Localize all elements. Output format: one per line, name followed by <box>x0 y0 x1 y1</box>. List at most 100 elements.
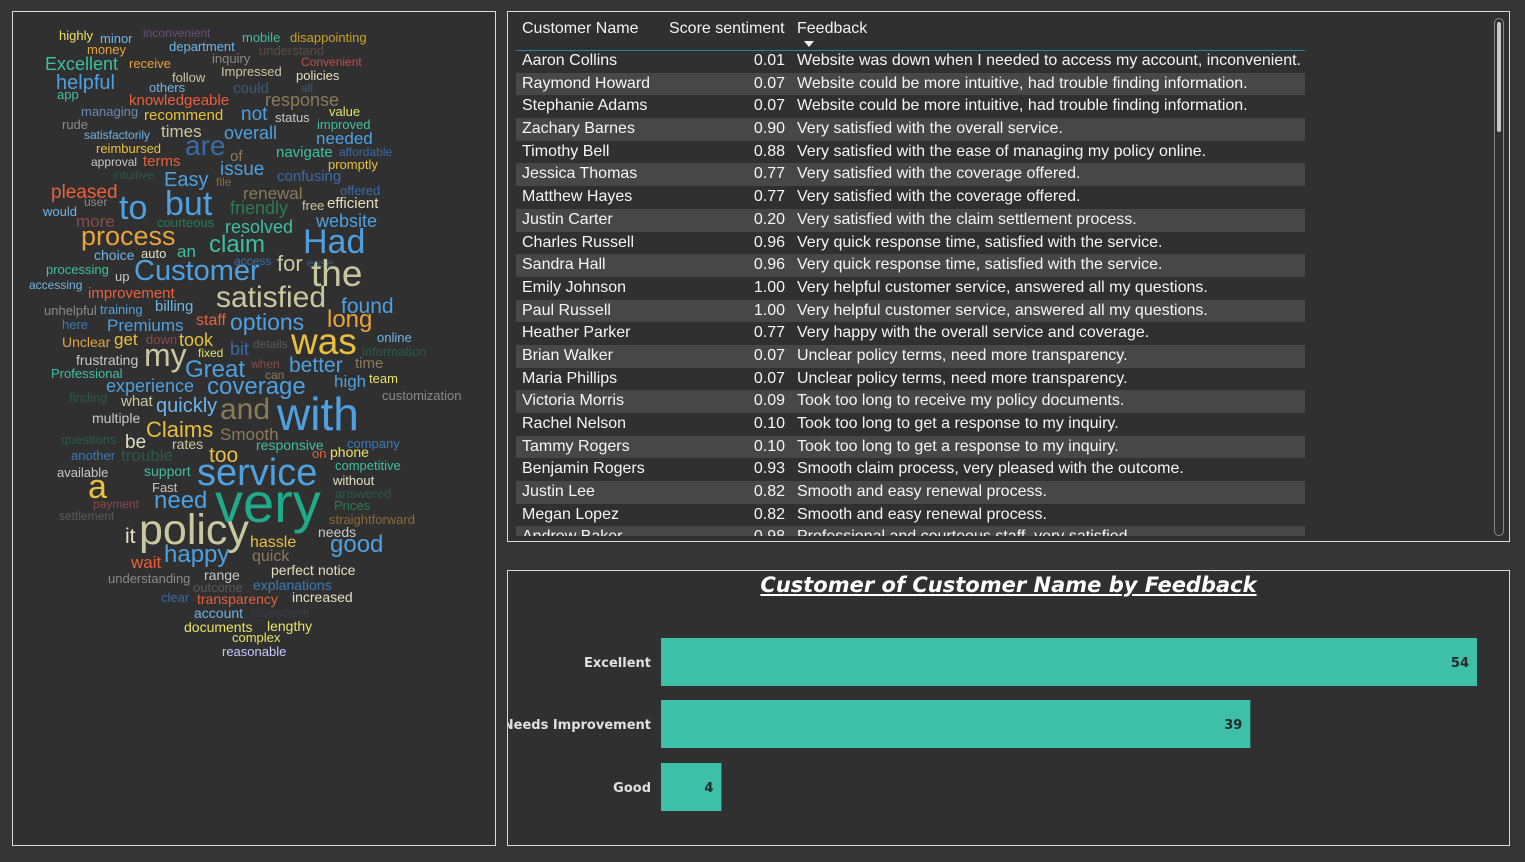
word-cloud-word[interactable]: but <box>165 185 213 223</box>
word-cloud-word[interactable]: auto <box>141 246 167 261</box>
word-cloud-word[interactable]: down <box>146 332 178 347</box>
word-cloud-word[interactable]: rates <box>172 436 204 452</box>
word-cloud-word[interactable]: knowledgeable <box>129 92 230 109</box>
word-cloud-word[interactable]: confusing <box>277 168 342 185</box>
word-cloud-word[interactable]: phone <box>330 444 369 460</box>
word-cloud-word[interactable]: finding <box>69 390 108 405</box>
word-cloud-word[interactable]: friendly <box>230 198 289 218</box>
table-row[interactable]: Sandra Hall 0.96 Very quick response time,… <box>516 254 1305 277</box>
word-cloud-word[interactable]: reasonable <box>222 644 287 659</box>
table-row[interactable]: Tammy Rogers 0.10 Took too long to get a r… <box>516 435 1305 459</box>
word-cloud-word[interactable]: accessing <box>29 278 83 292</box>
word-cloud-word[interactable]: Unclear <box>62 334 111 350</box>
word-cloud-word[interactable]: Claims <box>146 417 214 442</box>
word-cloud-word[interactable]: for <box>277 251 303 276</box>
word-cloud-word[interactable]: better <box>289 354 343 377</box>
word-cloud-word[interactable]: online <box>377 330 412 345</box>
word-cloud-word[interactable]: Had <box>303 223 366 261</box>
word-cloud-word[interactable]: payment <box>93 497 140 511</box>
word-cloud-word[interactable]: team <box>369 371 398 386</box>
word-cloud-word[interactable]: Professional <box>51 366 123 381</box>
word-cloud-word[interactable]: billing <box>155 298 194 315</box>
word-cloud-word[interactable]: courteous <box>157 215 215 230</box>
word-cloud-word[interactable]: unhelpful <box>44 303 97 318</box>
bar[interactable] <box>661 763 722 811</box>
word-cloud-word[interactable]: company <box>347 436 400 451</box>
word-cloud-word[interactable]: was <box>291 321 357 362</box>
word-cloud-word[interactable]: promptly <box>328 157 378 172</box>
table-row[interactable]: Andrew Baker 0.98 Professional and courteo… <box>516 526 1305 536</box>
word-cloud-word[interactable]: up <box>115 269 130 284</box>
word-cloud-word[interactable]: improvement <box>88 285 175 302</box>
word-cloud-word[interactable]: can <box>265 368 285 382</box>
word-cloud-word[interactable]: Prices <box>334 498 371 513</box>
word-cloud-word[interactable]: ease <box>307 256 334 270</box>
word-cloud-word[interactable]: details <box>253 337 288 351</box>
word-cloud-word[interactable]: very <box>215 471 321 534</box>
word-cloud-word[interactable]: my <box>144 337 187 373</box>
word-cloud-word[interactable]: need <box>154 487 208 514</box>
word-cloud-word[interactable]: documents <box>184 619 253 635</box>
word-cloud-word[interactable]: fixed <box>198 346 224 360</box>
word-cloud-word[interactable]: needed <box>316 129 373 148</box>
word-cloud-word[interactable]: customization <box>382 388 462 403</box>
word-cloud-word[interactable]: policies <box>296 68 340 83</box>
word-cloud-word[interactable]: follow <box>172 70 206 85</box>
table-row[interactable]: Victoria Morris 0.09 Took too long to rece… <box>516 390 1305 413</box>
word-cloud-word[interactable]: training <box>100 302 143 317</box>
word-cloud-word[interactable]: quickly <box>156 395 218 417</box>
word-cloud-word[interactable]: helpful <box>56 72 115 94</box>
word-cloud-word[interactable]: too <box>209 444 239 467</box>
word-cloud-word[interactable]: Premiums <box>107 316 184 335</box>
word-cloud-word[interactable]: department <box>169 39 235 54</box>
word-cloud-word[interactable]: notice <box>318 562 356 578</box>
word-cloud-word[interactable]: understanding <box>108 571 191 586</box>
word-cloud-word[interactable]: managing <box>81 104 139 119</box>
bar[interactable] <box>661 638 1477 686</box>
word-cloud-word[interactable]: Easy <box>164 169 209 191</box>
word-cloud-word[interactable]: money <box>87 42 127 57</box>
word-cloud-word[interactable]: available <box>57 465 109 480</box>
word-cloud-word[interactable]: value <box>329 104 361 119</box>
word-cloud-word[interactable]: another <box>71 448 116 463</box>
word-cloud-word[interactable]: Smooth <box>220 425 279 444</box>
word-cloud-word[interactable]: took <box>179 330 214 350</box>
word-cloud-word[interactable]: times <box>161 122 202 141</box>
word-cloud-word[interactable]: Great <box>185 356 246 383</box>
table-row[interactable]: Benjamin Rogers 0.93 Smooth claim process,… <box>516 458 1305 481</box>
word-cloud-word[interactable]: complex <box>232 630 281 645</box>
word-cloud-word[interactable]: receive <box>129 56 171 71</box>
table-row[interactable]: Justin Carter 0.20 Very satisfied with the… <box>516 208 1305 232</box>
table-row[interactable]: Zachary Barnes 0.90 Very satisfied with th… <box>516 118 1305 141</box>
word-cloud-word[interactable]: clear <box>161 590 190 605</box>
word-cloud-word[interactable]: app <box>57 87 79 102</box>
word-cloud-word[interactable]: questions <box>61 432 117 447</box>
word-cloud-word[interactable]: affordable <box>339 145 393 159</box>
word-cloud-word[interactable]: a <box>88 468 107 506</box>
word-cloud-word[interactable]: options <box>230 309 305 335</box>
word-cloud-word[interactable]: hassle <box>250 534 297 551</box>
table-row[interactable]: Brian Walker 0.07 Unclear policy terms, ne… <box>516 344 1305 368</box>
word-cloud-word[interactable]: access <box>234 254 272 268</box>
word-cloud-word[interactable]: Convenient <box>301 55 362 69</box>
word-cloud-word[interactable]: without <box>333 473 375 488</box>
word-cloud-word[interactable]: outcome <box>193 580 243 595</box>
word-cloud-word[interactable]: wait <box>131 553 162 572</box>
word-cloud-word[interactable]: processing <box>46 262 109 277</box>
word-cloud-word[interactable]: service <box>197 452 318 494</box>
word-cloud-word[interactable]: with <box>277 388 359 440</box>
word-cloud-word[interactable]: Customer <box>134 255 260 287</box>
table-row[interactable]: Timothy Bell 0.88 Very satisfied with the … <box>516 141 1305 164</box>
word-cloud-word[interactable]: could <box>233 80 269 97</box>
word-cloud-word[interactable]: and <box>220 393 271 426</box>
word-cloud-word[interactable]: be <box>125 432 147 453</box>
word-cloud-word[interactable]: more <box>76 212 115 231</box>
word-cloud-word[interactable]: an <box>177 242 196 261</box>
word-cloud-word[interactable]: overall <box>224 123 278 143</box>
word-cloud-word[interactable]: information <box>362 344 427 359</box>
word-cloud-word[interactable]: improved <box>317 117 371 132</box>
word-cloud-word[interactable]: user <box>84 195 108 209</box>
word-cloud-word[interactable]: inquiry <box>212 51 251 66</box>
word-cloud-word[interactable]: here <box>62 317 89 332</box>
word-cloud-word[interactable]: settlement <box>59 509 115 523</box>
